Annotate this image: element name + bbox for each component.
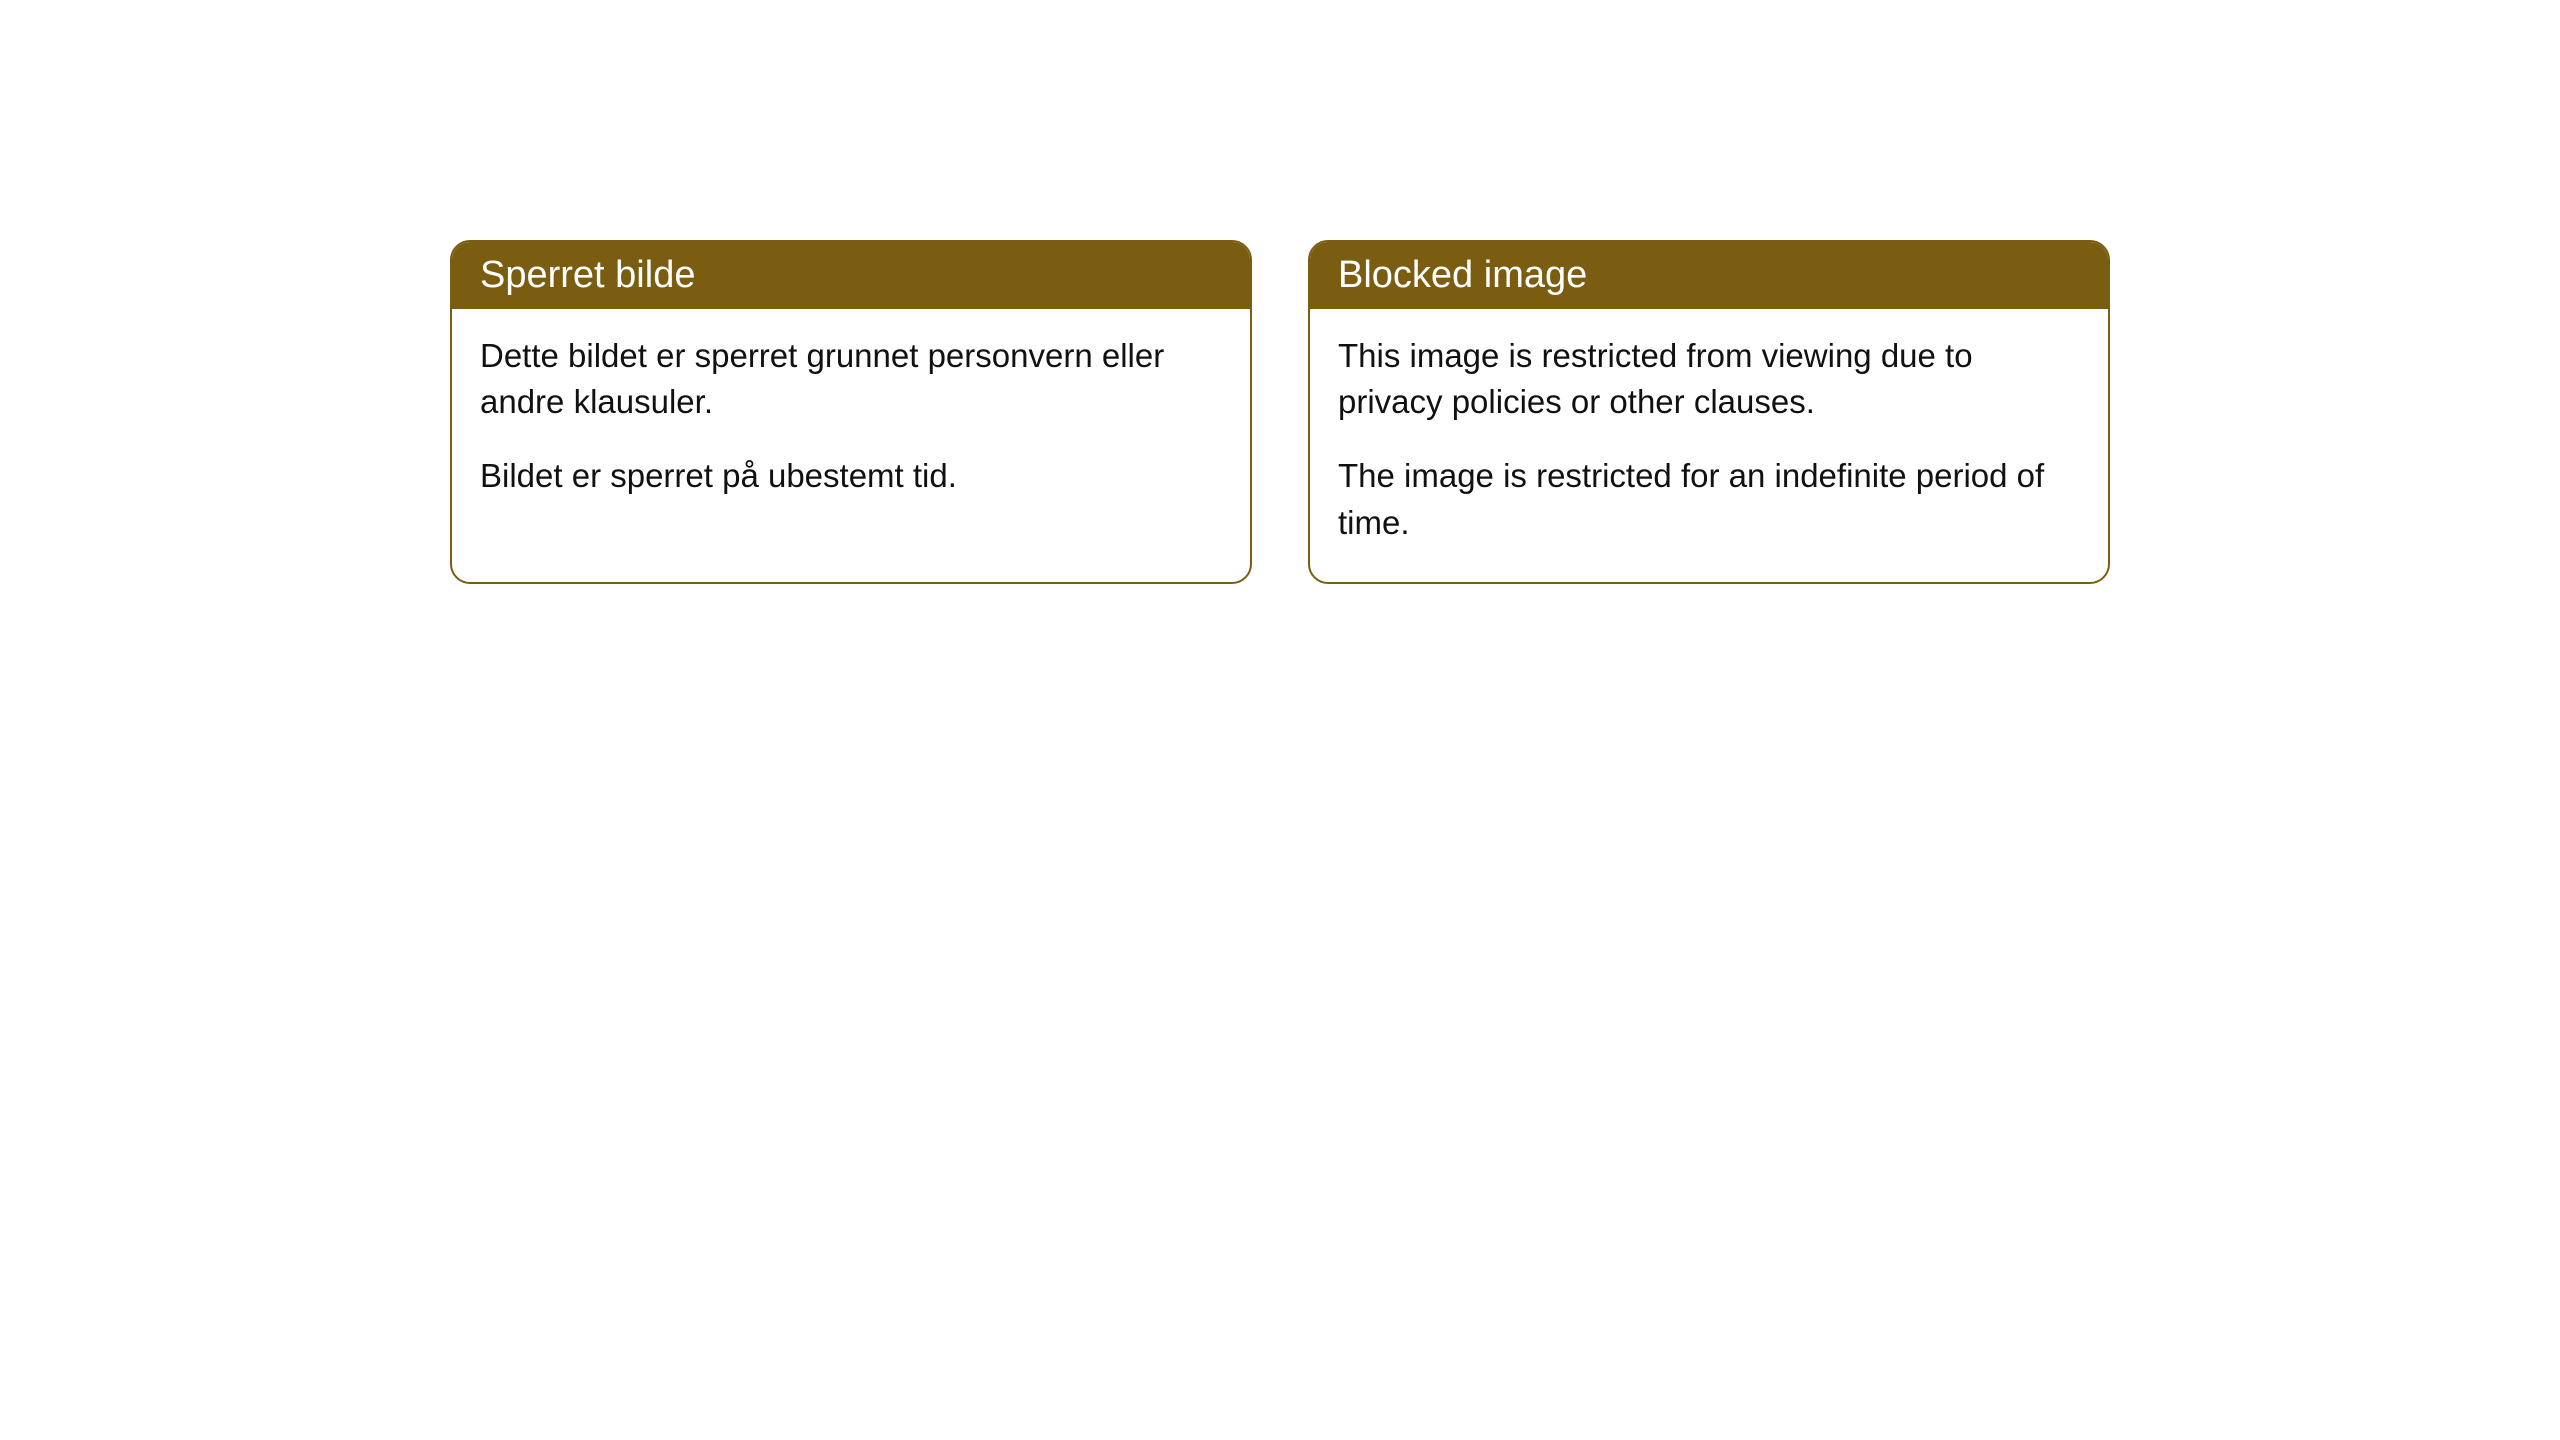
card-paragraph1-norwegian: Dette bildet er sperret grunnet personve…: [480, 333, 1222, 425]
card-title-english: Blocked image: [1338, 254, 1587, 296]
card-body-english: This image is restricted from viewing du…: [1310, 309, 2108, 582]
card-title-norwegian: Sperret bilde: [480, 254, 695, 296]
card-body-norwegian: Dette bildet er sperret grunnet personve…: [452, 309, 1250, 536]
card-paragraph2-norwegian: Bildet er sperret på ubestemt tid.: [480, 453, 1222, 499]
card-english: Blocked image This image is restricted f…: [1308, 240, 2110, 584]
card-header-english: Blocked image: [1310, 242, 2108, 309]
cards-container: Sperret bilde Dette bildet er sperret gr…: [450, 240, 2110, 584]
card-paragraph2-english: The image is restricted for an indefinit…: [1338, 453, 2080, 545]
card-paragraph1-english: This image is restricted from viewing du…: [1338, 333, 2080, 425]
card-header-norwegian: Sperret bilde: [452, 242, 1250, 309]
card-norwegian: Sperret bilde Dette bildet er sperret gr…: [450, 240, 1252, 584]
